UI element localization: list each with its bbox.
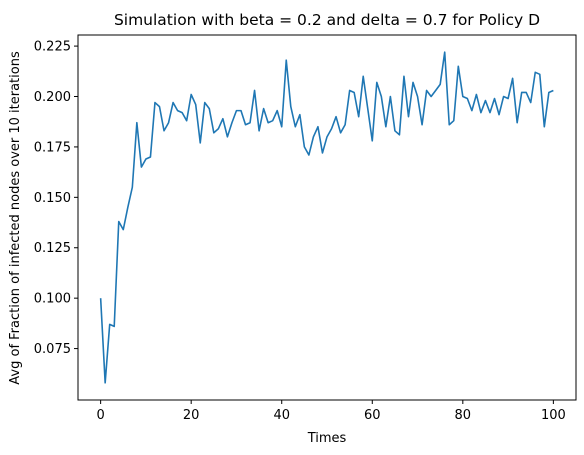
x-axis-label: Times — [307, 431, 347, 446]
y-tick-label: 0.150 — [34, 191, 71, 206]
y-tick-label: 0.200 — [34, 90, 71, 105]
y-tick-label: 0.100 — [34, 292, 71, 307]
y-tick-label: 0.125 — [34, 241, 71, 256]
y-tick-label: 0.175 — [34, 140, 71, 155]
series-line — [99, 51, 554, 384]
x-tick-label: 40 — [273, 408, 290, 423]
y-tick-label: 0.225 — [34, 40, 71, 55]
x-tick-label: 100 — [541, 408, 566, 423]
plot-area — [77, 34, 577, 401]
x-tick-label: 0 — [96, 408, 104, 423]
y-axis: 0.075 0.100 0.125 0.150 0.175 0.200 0.225 — [34, 40, 78, 357]
x-tick-label: 60 — [364, 408, 381, 423]
x-axis: 0 20 40 60 80 100 — [96, 400, 566, 423]
chart-title: Simulation with beta = 0.2 and delta = 0… — [114, 11, 540, 29]
y-axis-label: Avg of Fraction of infected nodes over 1… — [8, 51, 23, 385]
y-tick-label: 0.075 — [34, 342, 71, 357]
plot-frame — [77, 34, 577, 401]
x-tick-label: 80 — [455, 408, 472, 423]
x-tick-label: 20 — [183, 408, 200, 423]
